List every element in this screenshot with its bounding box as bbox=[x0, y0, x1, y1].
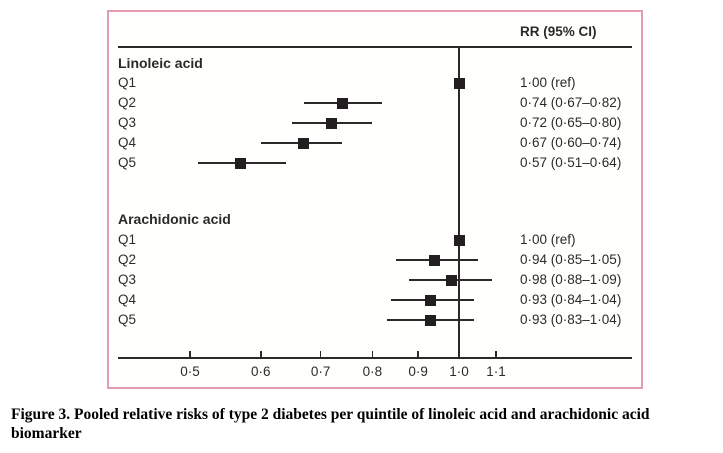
axis-tick bbox=[319, 351, 322, 357]
axis-tick-label: 1·0 bbox=[449, 364, 469, 379]
point-estimate-marker bbox=[326, 117, 338, 129]
quintile-label: Q4 bbox=[118, 292, 137, 307]
quintile-label: Q1 bbox=[118, 75, 137, 90]
rr-ci-value: 0·94 (0·85–1·05) bbox=[520, 252, 622, 267]
rr-ci-value: 0·98 (0·88–1·09) bbox=[520, 272, 622, 287]
rr-ci-value: 1·00 (ref) bbox=[520, 232, 576, 247]
axis-tick bbox=[495, 351, 497, 357]
point-estimate-marker bbox=[298, 137, 310, 149]
rr-ci-value: 0·57 (0·51–0·64) bbox=[520, 155, 622, 170]
rr-ci-value: 0·93 (0·83–1·04) bbox=[520, 312, 622, 327]
quintile-label: Q3 bbox=[118, 115, 137, 130]
axis-tick-label: 0·9 bbox=[408, 364, 428, 379]
point-estimate-marker bbox=[453, 234, 465, 246]
quintile-label: Q5 bbox=[118, 155, 137, 170]
figure-caption: Figure 3. Pooled relative risks of type … bbox=[11, 406, 650, 442]
quintile-label: Q4 bbox=[118, 135, 137, 150]
rr-ci-value: 1·00 (ref) bbox=[520, 75, 576, 90]
axis-tick-label: 0·7 bbox=[310, 364, 331, 379]
reference-line bbox=[458, 46, 460, 359]
group-label: Arachidonic acid bbox=[118, 211, 231, 227]
axis-tick-label: 1·1 bbox=[486, 364, 506, 379]
point-estimate-marker bbox=[336, 97, 348, 109]
axis-tick bbox=[189, 351, 191, 357]
rr-ci-value: 0·72 (0·65–0·80) bbox=[520, 115, 622, 130]
header-rule bbox=[118, 46, 632, 48]
axis-tick bbox=[371, 351, 374, 357]
forest-plot-area: RR (95% CI) 0·5 0·6 0·7 0·8 0·9 1·0 1·1 Linolei… bbox=[109, 12, 641, 387]
quintile-label: Q3 bbox=[118, 272, 137, 287]
point-estimate-marker bbox=[235, 157, 247, 169]
rr-ci-value: 0·67 (0·60–0·74) bbox=[520, 135, 622, 150]
figure-frame: RR (95% CI) 0·5 0·6 0·7 0·8 0·9 1·0 1·1 Linolei… bbox=[107, 10, 643, 389]
rr-ci-value: 0·93 (0·84–1·04) bbox=[520, 292, 622, 307]
point-estimate-marker bbox=[429, 254, 441, 266]
quintile-label: Q1 bbox=[118, 232, 137, 247]
quintile-label: Q2 bbox=[118, 95, 137, 110]
axis-tick-label: 0·5 bbox=[180, 364, 200, 379]
axis-tick bbox=[417, 351, 419, 357]
axis-tick-label: 0·6 bbox=[251, 364, 271, 379]
quintile-label: Q5 bbox=[118, 312, 137, 327]
point-estimate-marker bbox=[425, 294, 437, 306]
quintile-label: Q2 bbox=[118, 252, 137, 267]
point-estimate-marker bbox=[453, 77, 465, 89]
rr-column-header: RR (95% CI) bbox=[520, 24, 597, 39]
x-axis-line bbox=[118, 357, 632, 359]
axis-tick-label: 0·8 bbox=[362, 364, 383, 379]
group-label: Linoleic acid bbox=[118, 55, 203, 71]
axis-tick bbox=[458, 351, 460, 357]
point-estimate-marker bbox=[445, 274, 457, 286]
point-estimate-marker bbox=[425, 314, 437, 326]
rr-ci-value: 0·74 (0·67–0·82) bbox=[520, 95, 622, 110]
axis-tick bbox=[260, 351, 262, 357]
